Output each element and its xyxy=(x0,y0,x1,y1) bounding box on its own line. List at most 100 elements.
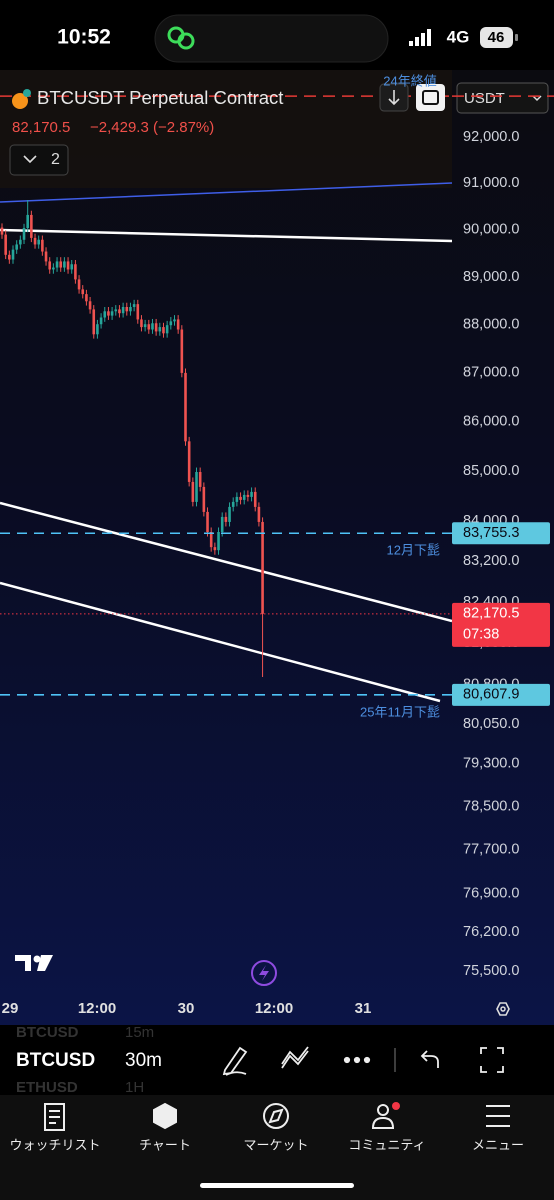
currency-select[interactable] xyxy=(456,82,549,114)
coin-icon xyxy=(12,93,28,109)
candle-body xyxy=(136,304,140,320)
candle-body xyxy=(231,501,235,507)
candle-body xyxy=(41,239,44,252)
y-tick-label: 76,200.0 xyxy=(463,924,519,940)
chart-background xyxy=(0,70,554,1025)
candle-body xyxy=(59,261,63,268)
y-tick-label: 89,000.0 xyxy=(463,269,519,285)
candle-body xyxy=(228,506,231,522)
time-axis: 29 12:00 30 12:00 31 xyxy=(2,1000,372,1017)
trend-line xyxy=(0,228,452,243)
y-tick-label: 88,000.0 xyxy=(463,317,519,333)
y-tick-label: 79,300.0 xyxy=(463,756,519,772)
fullscreen-button[interactable] xyxy=(480,1047,504,1073)
undo-button[interactable] xyxy=(420,1050,439,1068)
y-tick-label: 83,200.0 xyxy=(463,553,519,569)
x-tick-label: 12:00 xyxy=(255,1000,293,1017)
candle-body xyxy=(26,214,29,229)
candle-body xyxy=(114,309,118,312)
candle-body xyxy=(184,372,187,442)
candle-body xyxy=(235,496,239,502)
alert-button[interactable] xyxy=(251,960,277,986)
candle-body xyxy=(11,249,15,260)
indicators-count: 2 xyxy=(51,151,60,168)
nav-item[interactable]: メニュー xyxy=(472,1137,524,1152)
recent-symbol: ETHUSD xyxy=(16,1079,78,1096)
nav-item[interactable]: チャート xyxy=(139,1137,191,1152)
candle-body xyxy=(66,261,70,270)
candle-body xyxy=(33,237,37,245)
candle-body xyxy=(22,228,26,240)
candle-body xyxy=(242,494,246,500)
link-icon xyxy=(167,26,195,50)
candle-body xyxy=(165,325,169,334)
candle-body xyxy=(81,289,85,295)
draw-button[interactable] xyxy=(222,1046,248,1076)
bottom-nav xyxy=(0,1095,554,1200)
layout-icon xyxy=(422,90,439,105)
indicators-toggle[interactable] xyxy=(9,144,69,176)
candle-body xyxy=(92,309,96,335)
interval-button[interactable]: 30m xyxy=(125,1050,162,1071)
candle-body xyxy=(154,323,158,332)
recent-symbol: BTCUSD xyxy=(16,1024,79,1041)
candle-body xyxy=(96,324,99,335)
symbol-title: BTCUSDT Perpetual Contract xyxy=(37,87,283,108)
candle-body xyxy=(125,307,129,312)
candle-body xyxy=(118,309,121,314)
dynamic-island xyxy=(154,14,389,63)
currency: USDT xyxy=(464,90,505,107)
level-badge xyxy=(452,683,550,706)
legend-background xyxy=(0,70,452,188)
x-tick-label: 29 xyxy=(2,1000,19,1017)
candle-body xyxy=(132,304,136,308)
candle-body xyxy=(224,516,228,522)
candle-body xyxy=(55,261,59,268)
level-name: 24年終値 xyxy=(383,74,436,89)
y-tick-label: 87,000.0 xyxy=(463,365,519,381)
candle-body xyxy=(169,321,173,326)
x-tick-label: 31 xyxy=(355,1000,372,1017)
y-tick-label: 76,900.0 xyxy=(463,885,519,901)
candle-body xyxy=(151,323,154,330)
pattern-button[interactable] xyxy=(281,1046,309,1069)
candle-body xyxy=(4,234,7,255)
level-name: 12月下髭 xyxy=(387,543,440,558)
candle-body xyxy=(88,301,92,310)
chevron xyxy=(23,155,37,164)
candle-body xyxy=(140,319,143,328)
candle-body xyxy=(198,472,202,487)
battery-level: 46 xyxy=(488,29,505,46)
settings-icon[interactable] xyxy=(496,1002,510,1016)
signal-icon xyxy=(409,29,431,46)
toolbar-icons xyxy=(222,1046,504,1076)
nav-item[interactable]: ウォッチリスト xyxy=(9,1137,100,1152)
candle-body xyxy=(162,327,165,334)
price-change: −2,429.3 (−2.87%) xyxy=(90,119,214,136)
candle-body xyxy=(213,547,217,551)
candle-body xyxy=(239,496,242,500)
candle-body xyxy=(99,317,103,325)
candle-body xyxy=(103,311,107,318)
nav-item[interactable]: マーケット xyxy=(243,1137,308,1152)
candle-body xyxy=(129,307,132,312)
coin-badge xyxy=(23,89,31,97)
y-tick-label: 86,000.0 xyxy=(463,414,519,430)
candle-body xyxy=(107,311,110,316)
nav-item[interactable]: コミュニティ xyxy=(348,1137,425,1152)
plot: 12月下髭 25年11月下髭 xyxy=(0,95,452,719)
lightning-icon xyxy=(259,965,269,981)
level-badge-label: 80,607.9 xyxy=(463,687,519,703)
candle-body xyxy=(8,254,11,260)
candle-body xyxy=(220,516,224,532)
candle-body xyxy=(70,264,74,270)
symbol-button[interactable]: BTCUSD xyxy=(16,1050,95,1071)
chevron xyxy=(532,95,542,102)
x-tick-label: 12:00 xyxy=(78,1000,116,1017)
price-badges: 83,755.3 80,607.9 82,170.5 07:38 xyxy=(452,522,550,706)
y-tick-label: 80,050.0 xyxy=(463,716,519,732)
candle-body xyxy=(257,506,261,522)
toolbar xyxy=(0,1025,554,1095)
candle-body xyxy=(173,319,176,322)
